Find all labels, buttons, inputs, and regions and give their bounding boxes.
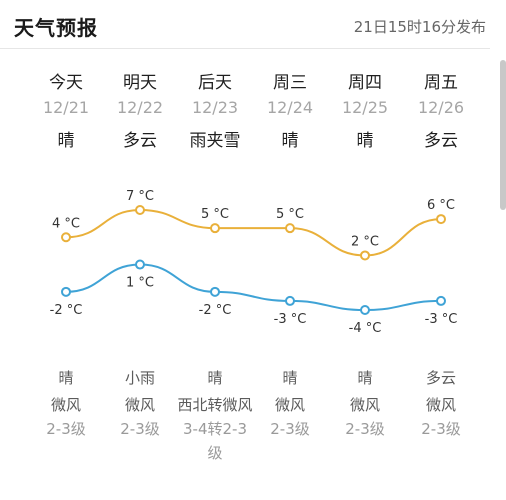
low-temp-point [285,295,295,306]
date-label: 12/21 [42,98,90,117]
forecast-header: 天气预报 21日15时16分发布 [0,0,506,50]
night-condition: 晴 [357,369,373,387]
high-temp-point [135,205,145,215]
low-temp-point [135,259,145,270]
high-temp-label: 6 °C [427,198,455,213]
high-temp-point [436,214,446,225]
day-label: 周五 [424,73,458,93]
wind-direction: 西北转微风 [177,396,253,414]
wind-info: 微风 2-3级 [402,393,480,441]
wind-level: 2-3级 [345,420,385,438]
daytime-condition: 雨夹雪 [189,131,241,151]
low-temp-point [436,295,446,306]
night-condition: 晴 [207,369,223,387]
day-label: 今天 [49,73,83,93]
date-label: 12/22 [116,98,164,117]
high-temp-line [65,208,442,257]
wind-info: 微风 2-3级 [326,393,404,441]
low-temp-point [210,286,220,297]
wind-direction: 微风 [425,396,456,414]
date-label: 12/26 [417,98,465,117]
wind-info: 微风 2-3级 [27,393,105,441]
low-temp-label: -4 °C [349,321,382,336]
low-temp-label: -3 °C [274,312,307,327]
night-condition: 晴 [282,369,298,387]
low-temp-point [61,286,71,297]
day-label: 周四 [348,73,382,93]
low-temp-label: 1 °C [126,276,154,291]
wind-level: 3-4转2-3级 [183,420,247,462]
low-temp-line [65,263,442,312]
wind-direction: 微风 [124,396,155,414]
high-temp-label: 5 °C [276,207,304,222]
page-title: 天气预报 [14,16,98,40]
wind-level: 2-3级 [46,420,86,438]
date-label: 12/23 [191,98,239,117]
day-label: 后天 [198,73,232,93]
daytime-condition: 晴 [57,131,75,151]
low-temp-label: -2 °C [199,303,232,318]
wind-info: 微风 2-3级 [101,393,179,441]
high-temp-point [360,250,370,261]
header-divider [0,48,490,49]
wind-direction: 微风 [274,396,305,414]
wind-direction: 微风 [349,396,380,414]
night-condition: 多云 [425,369,456,387]
wind-direction: 微风 [50,396,81,414]
daytime-condition: 晴 [281,131,299,151]
low-temp-point [360,305,370,315]
date-label: 12/24 [266,98,314,117]
high-temp-point [285,223,295,234]
high-temp-point [61,232,71,243]
wind-level: 2-3级 [270,420,310,438]
high-temp-point [210,223,220,234]
high-temp-label: 5 °C [201,207,229,222]
daytime-condition: 晴 [356,131,374,151]
date-label: 12/25 [341,98,389,117]
scrollbar[interactable] [500,60,506,210]
high-temp-label: 4 °C [52,216,80,231]
low-temp-label: -2 °C [50,303,83,318]
wind-info: 微风 2-3级 [251,393,329,441]
day-label: 周三 [273,73,307,93]
night-condition: 小雨 [124,369,155,387]
wind-level: 2-3级 [421,420,461,438]
daytime-condition: 多云 [123,131,157,151]
night-condition: 晴 [58,369,74,387]
temperature-chart: 4 °C 7 °C 5 °C 5 °C 2 °C 6 °C -2 °C 1 °C -2 °C -3… [50,189,458,336]
low-temp-label: -3 °C [425,312,458,327]
day-label: 明天 [123,73,157,93]
high-temp-label: 2 °C [351,234,379,249]
wind-info: 西北转微风 3-4转2-3级 [176,393,254,465]
high-temp-label: 7 °C [126,189,154,204]
daytime-condition: 多云 [424,131,458,151]
publish-time: 21日15时16分发布 [353,18,486,36]
wind-level: 2-3级 [120,420,160,438]
